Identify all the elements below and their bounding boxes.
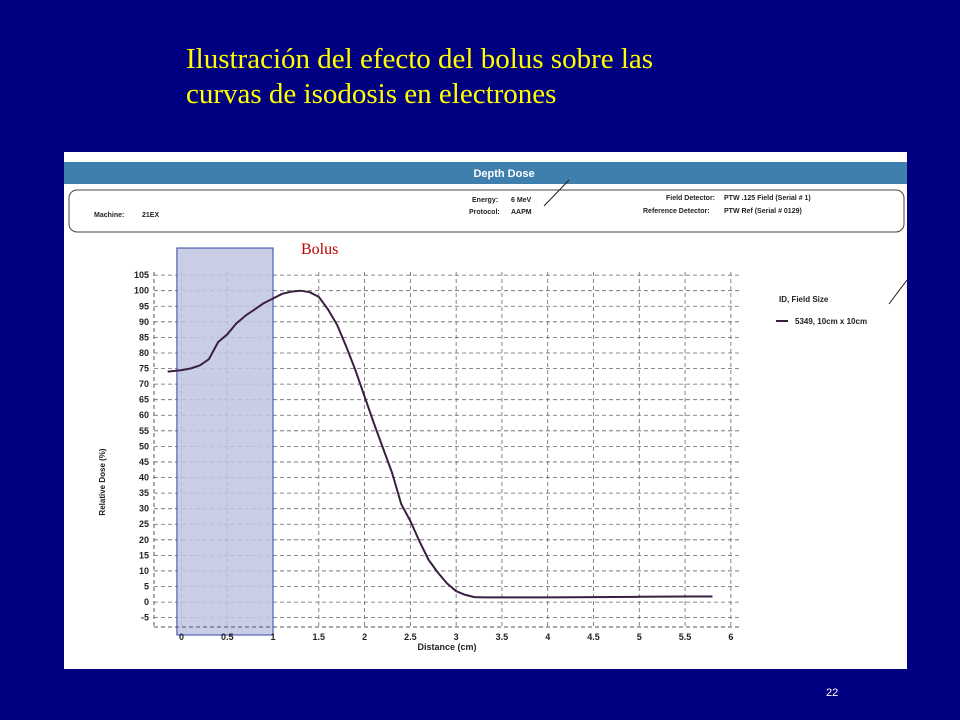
bolus-layer	[176, 247, 274, 636]
slide-title-line-2: curvas de isodosis en electrones	[186, 77, 557, 110]
x-tick-label: 6	[728, 632, 733, 642]
x-tick-label: 0	[179, 632, 184, 642]
x-tick-label: 5.5	[679, 632, 692, 642]
y-tick-label: 10	[139, 566, 149, 576]
depth-dose-curve	[167, 289, 713, 599]
bolus-label: Bolus	[301, 241, 338, 258]
x-tick-label: 4.5	[587, 632, 600, 642]
y-tick-label: 5	[144, 582, 149, 592]
y-tick-label: 105	[134, 270, 149, 280]
report-header-bar	[64, 162, 907, 184]
y-tick-label: 65	[139, 395, 149, 405]
series-layer	[167, 289, 713, 599]
bolus-region	[176, 247, 274, 636]
reference-detector-value: PTW Ref (Serial # 0129)	[724, 208, 802, 215]
y-tick-label: 25	[139, 519, 149, 529]
y-tick-label: 30	[139, 504, 149, 514]
protocol-label: Protocol:	[469, 209, 500, 216]
field-detector-value: PTW .125 Field (Serial # 1)	[724, 195, 811, 202]
field-detector-label: Field Detector:	[666, 195, 715, 202]
y-tick-label: 85	[139, 332, 149, 342]
y-tick-label: 100	[134, 286, 149, 296]
x-tick-label: 2	[362, 632, 367, 642]
y-tick-label: 40	[139, 473, 149, 483]
y-tick-label: 70	[139, 379, 149, 389]
slide-title-line-1: Ilustración del efecto del bolus sobre l…	[186, 43, 654, 75]
grid-layer	[154, 272, 740, 627]
y-tick-label: -5	[141, 613, 149, 623]
y-tick-label: 35	[139, 488, 149, 498]
y-tick-label: 80	[139, 348, 149, 358]
x-tick-label: 3.5	[496, 632, 509, 642]
page-number: 22	[826, 687, 839, 699]
protocol-value: AAPM	[511, 209, 532, 216]
y-tick-label: 75	[139, 364, 149, 374]
legend-title: ID, Field Size	[779, 295, 829, 304]
axis-layer: 1051009590858075706560555045403530252015…	[134, 270, 740, 642]
y-tick-label: 20	[139, 535, 149, 545]
x-tick-label: 0.5	[221, 632, 234, 642]
report-pointer-line	[543, 179, 570, 207]
x-tick-label: 5	[637, 632, 642, 642]
y-tick-label: 15	[139, 550, 149, 560]
y-tick-label: 90	[139, 317, 149, 327]
x-tick-label: 4	[545, 632, 550, 642]
x-axis-label: Distance (cm)	[417, 642, 476, 652]
y-tick-label: 55	[139, 426, 149, 436]
report-info-box	[68, 189, 905, 233]
energy-label: Energy:	[472, 197, 498, 204]
energy-value: 6 MeV	[511, 197, 532, 204]
y-tick-label: 60	[139, 410, 149, 420]
y-tick-label: 45	[139, 457, 149, 467]
report-header-title: Depth Dose	[473, 168, 534, 180]
x-tick-label: 2.5	[404, 632, 417, 642]
machine-value: 21EX	[142, 212, 159, 219]
depth-dose-chart: Depth Dose Machine: 21EX Energy: 6 MeV P…	[64, 152, 907, 652]
legend-series-name: 5349, 10cm x 10cm	[795, 317, 867, 326]
machine-label: Machine:	[94, 212, 124, 219]
x-tick-label: 1	[271, 632, 276, 642]
x-tick-label: 1.5	[313, 632, 326, 642]
y-tick-label: 0	[144, 597, 149, 607]
legend-pointer-line	[888, 279, 907, 305]
y-axis-label: Relative Dose (%)	[98, 448, 107, 515]
reference-detector-label: Reference Detector:	[643, 208, 710, 215]
x-tick-label: 3	[454, 632, 459, 642]
y-tick-label: 50	[139, 441, 149, 451]
slide-title: Ilustración del efecto del bolus sobre l…	[186, 42, 806, 112]
report-photo: Depth Dose Machine: 21EX Energy: 6 MeV P…	[64, 152, 907, 669]
y-tick-label: 95	[139, 301, 149, 311]
